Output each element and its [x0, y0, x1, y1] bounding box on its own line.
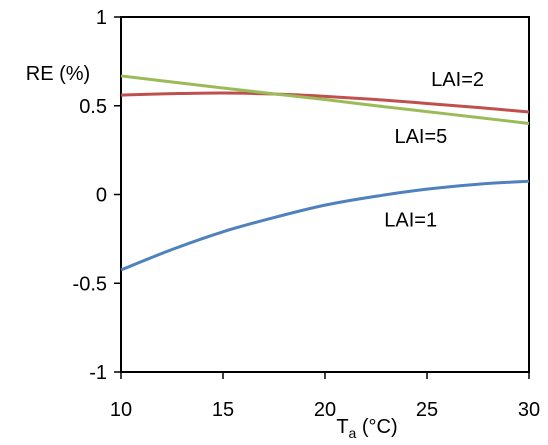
x-axis-label-main: T: [336, 416, 348, 438]
x-axis-label: Ta (°C): [336, 416, 397, 441]
series-lines: [120, 74, 530, 272]
y-tick-label: 0: [96, 185, 107, 207]
y-tick-label: -1: [89, 362, 107, 384]
y-axis-label: RE (%): [26, 63, 90, 85]
x-axis-label-subscript: a: [349, 425, 357, 441]
x-tick-label: 10: [110, 399, 132, 421]
series-line-lai-5: [120, 74, 530, 125]
series-line-lai-2: [120, 91, 530, 114]
y-tick-label: -0.5: [73, 273, 107, 295]
y-tick-label: 1: [96, 7, 107, 29]
series-annotations: LAI=2 LAI=5 LAI=1: [384, 69, 484, 231]
series-annotation: LAI=2: [431, 69, 484, 91]
x-tick-label: 30: [518, 399, 540, 421]
x-axis: 10 15 20 25 30: [110, 372, 540, 421]
y-axis: -1 -0.5 0 0.5 1: [73, 7, 121, 384]
x-tick-label: 20: [314, 399, 336, 421]
series-line-lai-1: [120, 179, 530, 272]
x-tick-label: 25: [416, 399, 438, 421]
y-tick-label: 0.5: [79, 96, 107, 118]
x-tick-label: 15: [212, 399, 234, 421]
x-axis-label-unit: (°C): [356, 416, 397, 438]
series-annotation: LAI=1: [384, 209, 437, 231]
series-annotation: LAI=5: [394, 126, 447, 148]
